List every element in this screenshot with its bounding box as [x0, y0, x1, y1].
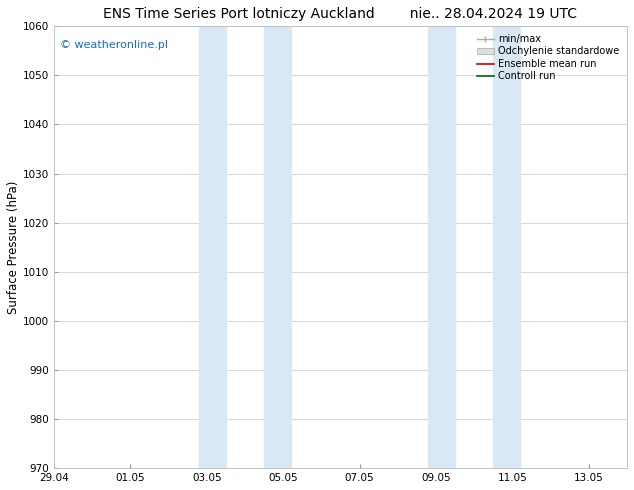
Y-axis label: Surface Pressure (hPa): Surface Pressure (hPa) [7, 180, 20, 314]
Bar [199, 26, 226, 468]
Text: © weatheronline.pl: © weatheronline.pl [60, 40, 167, 49]
Bar [493, 26, 520, 468]
Bar [264, 26, 291, 468]
Legend: min/max, Odchylenie standardowe, Ensemble mean run, Controll run: min/max, Odchylenie standardowe, Ensembl… [474, 31, 622, 84]
Bar [429, 26, 455, 468]
Title: ENS Time Series Port lotniczy Auckland        nie.. 28.04.2024 19 UTC: ENS Time Series Port lotniczy Auckland n… [103, 7, 578, 21]
